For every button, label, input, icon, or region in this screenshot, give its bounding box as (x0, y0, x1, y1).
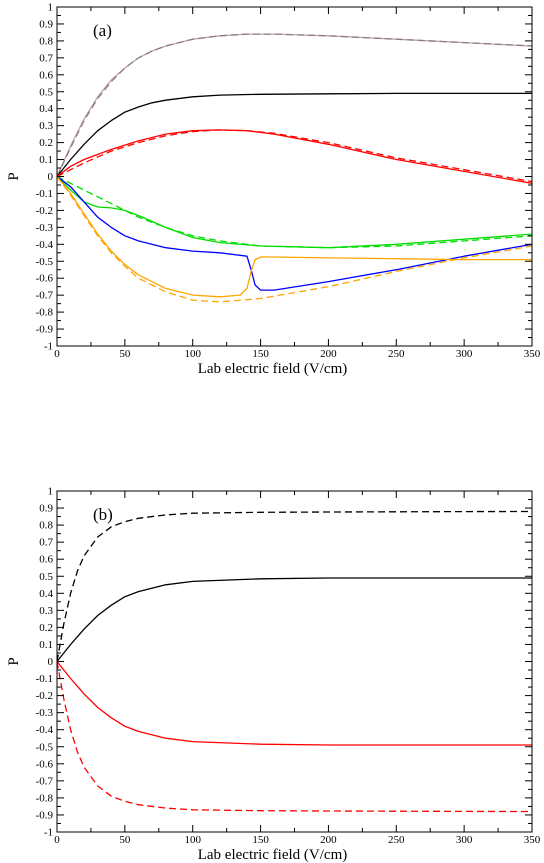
panel-b-chart: 0 50 100 150 200 250 300 350 -1 -0.9 -0.8 -0.7 -0.6 -… (6, 486, 541, 863)
y-tick-label: -0.2 (36, 690, 53, 702)
series-group (57, 510, 532, 813)
y-tick-label: -0.3 (36, 707, 54, 719)
series-line-4 (57, 129, 532, 184)
x-tick-label: 250 (388, 348, 405, 360)
y-tick-label: 0.9 (39, 18, 53, 30)
y-tick-label: 0.1 (39, 154, 53, 166)
x-tick-label: 350 (524, 348, 541, 360)
y-tick-label: -0.7 (36, 775, 54, 787)
y-tick-label: 0.1 (39, 639, 53, 651)
x-tick-label: 100 (184, 834, 201, 846)
x-tick-label: 250 (388, 834, 405, 846)
series-line-1 (57, 33, 532, 177)
series-line-3 (57, 661, 532, 746)
y-tick-label: -0.3 (36, 222, 54, 234)
y-tick-label: -0.8 (36, 307, 54, 319)
x-tick-label: 100 (184, 348, 201, 360)
y-tick-label: -0.5 (36, 256, 54, 268)
panel-label: (b) (93, 505, 113, 524)
x-tick-label: 0 (54, 348, 60, 360)
y-tick-label: 0.2 (39, 137, 53, 149)
y-tick-label: 0.2 (39, 622, 53, 634)
series-line-4 (57, 661, 532, 813)
series-line-3 (57, 92, 532, 177)
series-line-2 (57, 33, 532, 177)
series-line-2 (57, 577, 532, 662)
series-group (57, 33, 532, 303)
plot-frame (56, 490, 533, 833)
y-tick-label: -0.9 (36, 324, 54, 336)
x-tick-label: 150 (252, 834, 269, 846)
y-tick-label: -1 (44, 827, 53, 839)
panel-label: (a) (93, 21, 112, 40)
x-tick-label: 350 (524, 834, 541, 846)
x-tick-label: 300 (456, 348, 473, 360)
y-tick-label: -0.8 (36, 792, 54, 804)
plot-frame (56, 6, 533, 347)
y-tick-label: 0.4 (39, 588, 53, 600)
y-axis-title: P (6, 657, 22, 665)
y-tick-label: 0.5 (39, 86, 53, 98)
x-tick-label: 300 (456, 834, 473, 846)
y-tick-label: 1 (48, 2, 54, 14)
y-tick-label: -0.7 (36, 290, 54, 302)
y-tick-label: 0.7 (39, 52, 53, 64)
y-tick-label: 0.6 (39, 69, 53, 81)
series-line-8 (57, 175, 532, 291)
x-axis-title: Lab electric field (V/cm) (198, 847, 348, 863)
y-tick-label: 0.9 (39, 503, 53, 515)
series-line-1 (57, 510, 532, 662)
x-tick-label: 200 (320, 348, 337, 360)
x-tick-label: 200 (320, 834, 337, 846)
y-tick-label: -0.5 (36, 741, 54, 753)
y-tick-label: 0 (48, 171, 54, 183)
y-tick-label: 0.8 (39, 520, 53, 532)
y-tick-label: -0.6 (36, 758, 54, 770)
y-tick-label: 0.3 (39, 605, 53, 617)
y-tick-label: -0.1 (36, 188, 53, 200)
series-line-6 (57, 176, 532, 249)
x-tick-label: 0 (54, 834, 60, 846)
y-tick-label: -0.2 (36, 205, 53, 217)
series-line-9 (57, 176, 532, 298)
y-tick-label: -0.4 (36, 239, 54, 251)
y-tick-label: -1 (44, 341, 53, 353)
x-tick-label: 50 (119, 834, 131, 846)
y-axis-title: P (6, 172, 22, 180)
y-tick-label: 0.6 (39, 554, 53, 566)
y-tick-label: 0.3 (39, 120, 53, 132)
y-tick-label: -0.6 (36, 273, 54, 285)
y-tick-label: 1 (48, 486, 54, 498)
y-tick-label: -0.1 (36, 673, 53, 685)
series-line-5 (57, 129, 532, 183)
y-tick-label: -0.9 (36, 809, 54, 821)
series-line-7 (57, 175, 532, 249)
y-tick-label: 0.7 (39, 537, 53, 549)
y-tick-label: 0 (48, 656, 54, 668)
x-axis-title: Lab electric field (V/cm) (198, 361, 348, 377)
y-tick-label: 0.5 (39, 571, 53, 583)
series-line-10 (57, 176, 532, 303)
y-tick-label: 0.8 (39, 35, 53, 47)
y-tick-label: -0.4 (36, 724, 54, 736)
x-tick-label: 50 (119, 348, 131, 360)
y-tick-label: 0.4 (39, 103, 53, 115)
x-tick-label: 150 (252, 348, 269, 360)
panel-a-chart: 0 50 100 150 200 250 300 350 -1 -0.9 -0.8 -0.7 -0.6 -… (6, 2, 541, 378)
